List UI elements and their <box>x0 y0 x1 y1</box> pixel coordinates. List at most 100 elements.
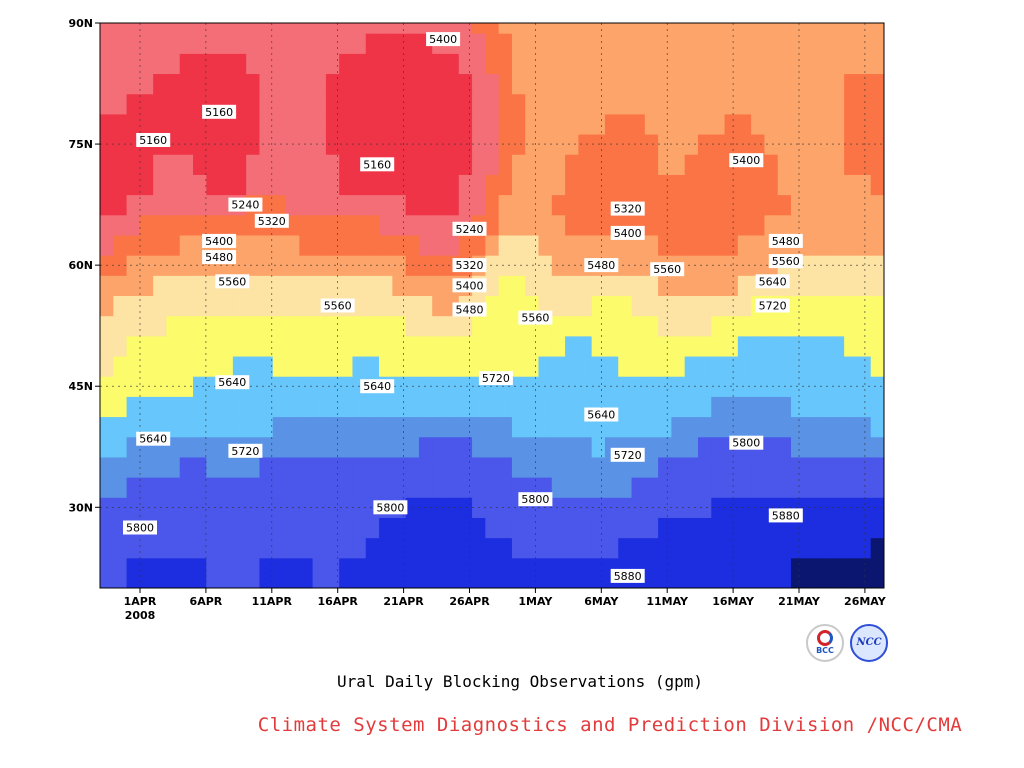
field-cell <box>711 355 726 377</box>
field-cell <box>764 396 779 418</box>
field-cell <box>392 23 407 34</box>
contour-label-text: 5800 <box>521 493 549 506</box>
field-cell <box>591 154 606 175</box>
field-cell <box>711 214 726 236</box>
field-cell <box>498 295 513 317</box>
field-cell <box>684 355 699 377</box>
field-cell <box>511 93 526 115</box>
field-cell <box>724 416 739 438</box>
field-cell <box>724 234 739 256</box>
field-cell <box>325 53 340 75</box>
field-cell <box>485 255 500 276</box>
field-cell <box>193 154 207 175</box>
field-cell <box>139 456 154 478</box>
field-cell <box>405 355 420 377</box>
field-cell <box>485 33 500 54</box>
field-cell <box>565 335 579 357</box>
field-cell <box>551 275 566 297</box>
field-cell <box>365 174 380 196</box>
field-cell <box>671 376 686 397</box>
field-cell <box>272 315 287 337</box>
field-cell <box>790 537 805 559</box>
field-cell <box>445 154 460 175</box>
field-cell <box>179 33 194 54</box>
field-cell <box>259 113 274 135</box>
field-cell <box>671 174 686 196</box>
field-cell <box>365 23 380 34</box>
field-cell <box>153 315 168 337</box>
field-cell <box>312 335 327 357</box>
chart-title: Ural Daily Blocking Observations (gpm) <box>336 672 704 691</box>
field-cell <box>644 517 659 539</box>
field-cell <box>777 33 792 54</box>
field-cell <box>737 275 752 297</box>
field-cell <box>844 214 859 236</box>
field-cell <box>790 396 805 418</box>
field-cell <box>804 255 819 276</box>
field-cell <box>193 275 207 297</box>
field-cell <box>232 335 247 357</box>
field-cell <box>511 53 526 75</box>
field-cell <box>684 234 699 256</box>
field-cell <box>751 577 766 588</box>
field-cell <box>365 255 380 276</box>
field-cell <box>671 53 686 75</box>
field-cell <box>392 477 407 498</box>
field-cell <box>697 416 712 438</box>
field-cell <box>565 315 579 337</box>
field-cell <box>339 53 354 75</box>
field-cell <box>844 113 859 135</box>
field-cell <box>511 194 526 216</box>
field-cell <box>379 436 393 458</box>
field-cell <box>671 436 686 458</box>
field-cell <box>737 315 752 337</box>
field-cell <box>472 234 486 256</box>
field-cell <box>830 416 845 438</box>
x-tick-label: 11APR <box>252 595 293 608</box>
field-cell <box>551 416 566 438</box>
field-cell <box>870 355 884 377</box>
field-cell <box>166 275 181 297</box>
field-cell <box>631 275 646 297</box>
field-cell <box>126 497 141 518</box>
field-cell <box>578 436 593 458</box>
field-cell <box>551 234 566 256</box>
field-cell <box>153 53 168 75</box>
field-cell <box>551 315 566 337</box>
field-cell <box>578 275 593 297</box>
field-cell <box>458 133 473 155</box>
field-cell <box>658 315 672 337</box>
field-cell <box>711 234 726 256</box>
field-cell <box>286 154 300 175</box>
field-cell <box>511 376 526 397</box>
field-cell <box>565 456 579 478</box>
field-cell <box>711 436 726 458</box>
field-cell <box>671 355 686 377</box>
field-cell <box>379 33 393 54</box>
field-cell <box>179 295 194 317</box>
field-cell <box>684 154 699 175</box>
field-cell <box>498 53 513 75</box>
field-cell <box>737 335 752 357</box>
field-cell <box>392 396 407 418</box>
field-cell <box>777 154 792 175</box>
field-cell <box>804 456 819 478</box>
field-cell <box>219 214 234 236</box>
field-cell <box>179 255 194 276</box>
field-cell <box>166 174 181 196</box>
field-cell <box>777 113 792 135</box>
field-cell <box>870 396 884 418</box>
field-cell <box>246 557 261 579</box>
ncc-logo-mark: NCC <box>856 637 882 648</box>
field-cell <box>644 133 659 155</box>
field-cell <box>246 234 261 256</box>
contour-label: 5400 <box>729 153 764 168</box>
x-tick-label: 21MAY <box>778 595 821 608</box>
field-cell <box>525 275 540 297</box>
field-cell <box>339 577 354 588</box>
field-cell <box>565 537 579 559</box>
field-cell <box>272 53 287 75</box>
field-cell <box>724 456 739 478</box>
field-cell <box>697 436 712 458</box>
contour-label-text: 5720 <box>231 445 259 458</box>
